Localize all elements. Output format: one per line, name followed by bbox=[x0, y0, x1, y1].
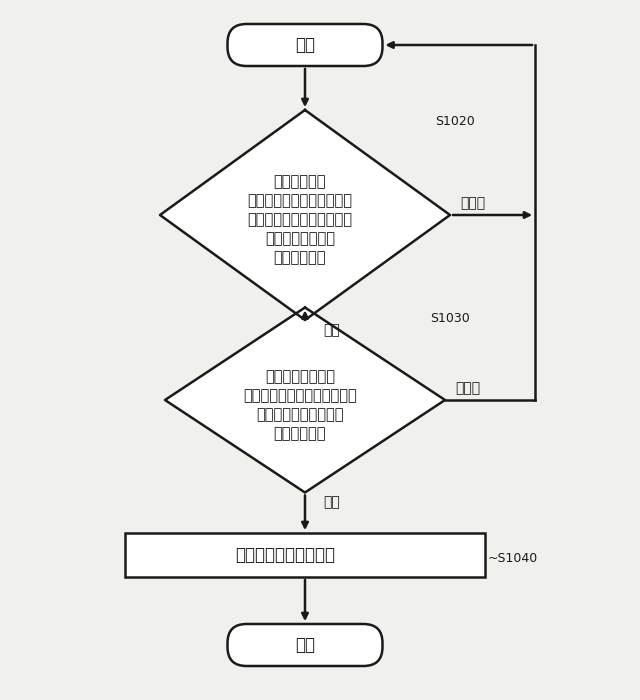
Bar bbox=[125, 533, 485, 577]
Text: 叩かれたか？: 叩かれたか？ bbox=[274, 426, 326, 441]
FancyBboxPatch shape bbox=[227, 24, 383, 66]
Text: ホバリング入力を: ホバリング入力を bbox=[265, 232, 335, 246]
Text: 開始: 開始 bbox=[295, 36, 315, 54]
Text: いいえ: いいえ bbox=[460, 196, 485, 210]
Text: 定められた、予め定義された: 定められた、予め定義された bbox=[243, 388, 357, 403]
Text: 関連付けられてあらかじめ: 関連付けられてあらかじめ bbox=[248, 193, 353, 209]
Text: カメラ機能に: カメラ機能に bbox=[274, 174, 326, 190]
Text: ~S1040: ~S1040 bbox=[488, 552, 538, 564]
Text: はい: はい bbox=[323, 323, 340, 337]
Text: 終了: 終了 bbox=[295, 636, 315, 654]
Polygon shape bbox=[165, 307, 445, 493]
Text: はい: はい bbox=[323, 496, 340, 510]
Text: 時間内に枚が物理的に: 時間内に枚が物理的に bbox=[256, 407, 344, 422]
Text: 受信したか？: 受信したか？ bbox=[274, 251, 326, 265]
Polygon shape bbox=[160, 110, 450, 320]
Text: 定義又は特定された領域で: 定義又は特定された領域で bbox=[248, 213, 353, 228]
Text: S1030: S1030 bbox=[430, 312, 470, 326]
Text: S1020: S1020 bbox=[435, 115, 475, 128]
Text: いいえ: いいえ bbox=[455, 381, 480, 395]
Text: カメラ機能を開始する: カメラ機能を開始する bbox=[235, 546, 335, 564]
Text: タイマーによって: タイマーによって bbox=[265, 369, 335, 384]
FancyBboxPatch shape bbox=[227, 624, 383, 666]
